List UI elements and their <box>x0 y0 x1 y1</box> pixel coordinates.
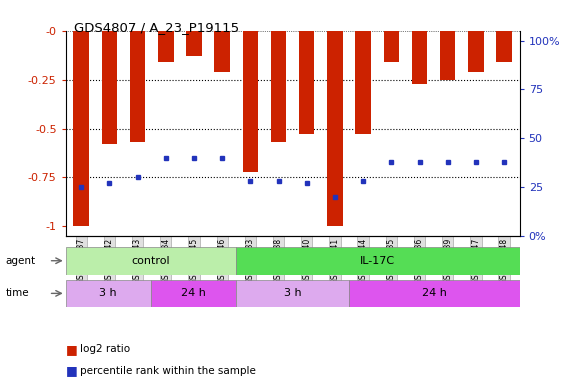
Text: 3 h: 3 h <box>99 288 117 298</box>
Text: control: control <box>131 256 170 266</box>
Bar <box>186 31 202 56</box>
Bar <box>243 31 258 172</box>
Bar <box>214 31 230 72</box>
Bar <box>271 31 286 142</box>
Bar <box>74 31 89 227</box>
Text: 24 h: 24 h <box>422 288 447 298</box>
Bar <box>158 31 174 62</box>
Bar <box>412 31 427 84</box>
Bar <box>468 31 484 72</box>
Bar <box>440 31 456 79</box>
Text: ■: ■ <box>66 364 78 377</box>
Text: log2 ratio: log2 ratio <box>80 344 130 354</box>
Text: agent: agent <box>6 256 36 266</box>
Bar <box>66 280 151 307</box>
Text: GDS4807 / A_23_P19115: GDS4807 / A_23_P19115 <box>74 21 239 34</box>
Bar <box>355 31 371 134</box>
Bar <box>66 247 236 275</box>
Text: ■: ■ <box>66 343 78 356</box>
Bar <box>349 280 520 307</box>
Text: percentile rank within the sample: percentile rank within the sample <box>80 366 256 376</box>
Bar <box>496 31 512 62</box>
Text: 24 h: 24 h <box>181 288 206 298</box>
Text: IL-17C: IL-17C <box>360 256 395 266</box>
Bar <box>151 280 236 307</box>
Bar <box>130 31 145 142</box>
Bar <box>236 247 520 275</box>
Text: 3 h: 3 h <box>284 288 301 298</box>
Bar <box>102 31 117 144</box>
Text: time: time <box>6 288 29 298</box>
Bar <box>299 31 315 134</box>
Bar <box>236 280 349 307</box>
Bar <box>327 31 343 227</box>
Bar <box>384 31 399 62</box>
